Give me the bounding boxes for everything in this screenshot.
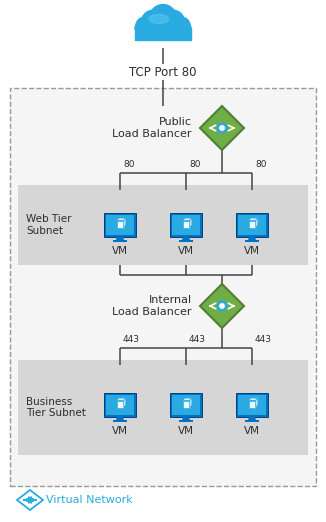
- FancyBboxPatch shape: [179, 240, 193, 242]
- Text: 80: 80: [123, 160, 135, 169]
- Polygon shape: [124, 398, 126, 408]
- Circle shape: [220, 126, 224, 130]
- FancyBboxPatch shape: [113, 420, 127, 422]
- Polygon shape: [248, 220, 256, 228]
- FancyBboxPatch shape: [170, 213, 202, 237]
- Text: Virtual Network: Virtual Network: [46, 495, 133, 505]
- Bar: [135, 28, 191, 40]
- Circle shape: [26, 499, 28, 501]
- Polygon shape: [116, 220, 124, 228]
- Text: 443: 443: [189, 335, 206, 344]
- Circle shape: [150, 5, 176, 31]
- Text: Public
Load Balancer: Public Load Balancer: [112, 117, 192, 139]
- Text: 80: 80: [255, 160, 266, 169]
- FancyBboxPatch shape: [10, 88, 316, 486]
- Polygon shape: [183, 220, 189, 228]
- Polygon shape: [248, 237, 256, 240]
- Circle shape: [32, 499, 34, 501]
- FancyBboxPatch shape: [170, 393, 202, 417]
- Text: TCP Port 80: TCP Port 80: [129, 65, 197, 78]
- Text: 443: 443: [123, 335, 140, 344]
- FancyBboxPatch shape: [238, 395, 266, 415]
- Polygon shape: [256, 398, 258, 408]
- Ellipse shape: [149, 15, 169, 23]
- FancyBboxPatch shape: [236, 213, 268, 237]
- FancyBboxPatch shape: [113, 240, 127, 242]
- Text: VM: VM: [244, 426, 260, 436]
- FancyBboxPatch shape: [236, 393, 268, 417]
- Polygon shape: [116, 398, 126, 400]
- Text: 80: 80: [189, 160, 200, 169]
- Polygon shape: [200, 284, 244, 328]
- Circle shape: [29, 499, 31, 501]
- Polygon shape: [200, 106, 244, 150]
- Circle shape: [217, 301, 227, 311]
- FancyBboxPatch shape: [245, 420, 259, 422]
- Text: 443: 443: [255, 335, 272, 344]
- FancyBboxPatch shape: [106, 395, 134, 415]
- FancyBboxPatch shape: [18, 185, 308, 265]
- Polygon shape: [124, 218, 126, 228]
- FancyBboxPatch shape: [172, 215, 200, 235]
- Polygon shape: [248, 398, 258, 400]
- Circle shape: [161, 10, 185, 34]
- Polygon shape: [183, 400, 189, 408]
- FancyBboxPatch shape: [104, 213, 136, 237]
- Text: VM: VM: [178, 426, 194, 436]
- FancyBboxPatch shape: [238, 215, 266, 235]
- Text: VM: VM: [112, 426, 128, 436]
- Text: VM: VM: [178, 246, 194, 256]
- Polygon shape: [182, 237, 190, 240]
- Ellipse shape: [135, 17, 191, 39]
- Circle shape: [220, 304, 224, 308]
- Polygon shape: [256, 218, 258, 228]
- FancyBboxPatch shape: [104, 393, 136, 417]
- Text: VM: VM: [112, 246, 128, 256]
- Text: Business
Tier Subnet: Business Tier Subnet: [26, 397, 86, 418]
- Polygon shape: [183, 398, 192, 400]
- Polygon shape: [116, 400, 124, 408]
- Polygon shape: [248, 218, 258, 220]
- Polygon shape: [189, 398, 192, 408]
- Text: VM: VM: [244, 246, 260, 256]
- FancyBboxPatch shape: [179, 420, 193, 422]
- FancyBboxPatch shape: [172, 395, 200, 415]
- Circle shape: [217, 123, 227, 133]
- Polygon shape: [116, 237, 124, 240]
- Circle shape: [141, 10, 165, 34]
- Text: Internal
Load Balancer: Internal Load Balancer: [112, 295, 192, 317]
- Polygon shape: [183, 218, 192, 220]
- FancyBboxPatch shape: [106, 215, 134, 235]
- Polygon shape: [248, 400, 256, 408]
- Polygon shape: [182, 417, 190, 420]
- Circle shape: [136, 17, 154, 35]
- FancyBboxPatch shape: [245, 240, 259, 242]
- Text: Web Tier
Subnet: Web Tier Subnet: [26, 214, 71, 236]
- FancyBboxPatch shape: [18, 360, 308, 455]
- Circle shape: [172, 17, 190, 35]
- Polygon shape: [116, 218, 126, 220]
- Polygon shape: [248, 417, 256, 420]
- Polygon shape: [116, 417, 124, 420]
- Polygon shape: [189, 218, 192, 228]
